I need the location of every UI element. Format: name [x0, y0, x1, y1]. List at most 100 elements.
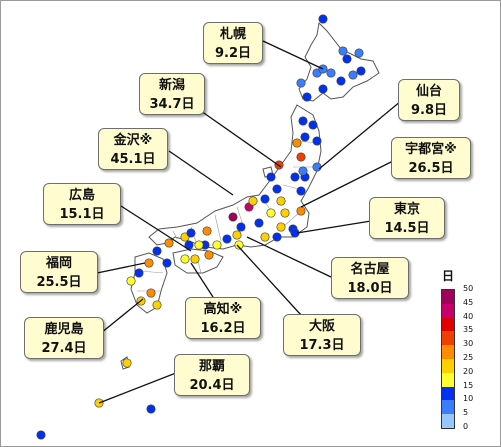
callout-hiroshima-name: 広島	[68, 188, 95, 203]
station-marker	[222, 234, 232, 244]
color-scale-segment	[442, 331, 454, 346]
station-marker	[272, 184, 282, 194]
callout-nagoya-value: 18.0日	[347, 281, 393, 296]
station-marker	[354, 48, 364, 58]
color-scale-bar	[441, 289, 455, 429]
callout-sapporo-name: 札幌	[219, 27, 246, 42]
callout-nagoya-name: 名古屋	[350, 262, 390, 277]
callout-leader-line	[318, 100, 402, 170]
station-marker	[266, 172, 276, 182]
callout-leader-line	[262, 40, 324, 70]
station-marker	[290, 172, 300, 182]
station-marker	[298, 166, 308, 176]
callout-leader-line	[98, 370, 182, 404]
callout-kagoshima-name: 鹿児島	[44, 322, 84, 337]
callout-kanazawa-value: 45.1日	[110, 152, 156, 167]
color-scale-tick-label: 50	[463, 284, 474, 293]
station-marker	[190, 254, 200, 264]
station-marker	[326, 68, 336, 78]
station-marker	[312, 136, 322, 146]
station-marker	[276, 222, 286, 232]
station-marker	[232, 230, 242, 240]
callout-osaka-value: 17.3日	[299, 338, 345, 353]
station-marker	[348, 70, 358, 80]
station-marker	[298, 116, 308, 126]
station-marker	[260, 194, 270, 204]
station-marker	[122, 358, 132, 368]
callout-kanazawa-name: 金沢※	[113, 133, 153, 148]
callout-naha: 那覇 20.4日	[174, 354, 250, 396]
station-marker	[280, 208, 290, 218]
color-scale-tick-label: 25	[463, 353, 474, 362]
color-scale-tick-label: 45	[463, 297, 474, 307]
callout-leader-line	[168, 150, 234, 196]
callout-tokyo: 東京 14.5日	[369, 197, 445, 239]
callout-kagoshima: 鹿児島 27.4日	[24, 317, 104, 359]
station-marker	[296, 152, 306, 162]
callout-hiroshima-value: 15.1日	[59, 207, 105, 222]
callout-kanazawa: 金沢※ 45.1日	[98, 128, 168, 170]
callout-sendai-value: 9.8日	[410, 103, 448, 118]
callout-leader-line	[190, 262, 214, 298]
callout-leader-line	[236, 244, 302, 316]
color-scale-segment	[442, 303, 454, 318]
station-marker	[254, 218, 264, 228]
callout-sendai: 仙台 9.8日	[398, 79, 460, 121]
callout-nagoya: 名古屋 18.0日	[331, 257, 409, 299]
station-marker	[164, 238, 174, 248]
color-scale-segment	[442, 372, 454, 387]
station-marker	[296, 78, 306, 88]
callout-leaders	[96, 40, 402, 404]
callout-kochi-value: 16.2日	[200, 321, 246, 336]
station-marker	[152, 300, 162, 310]
station-marker	[186, 228, 196, 238]
color-scale-segment	[442, 317, 454, 332]
station-marker	[312, 162, 322, 172]
callout-kochi: 高知※ 16.2日	[185, 297, 261, 339]
station-marker	[296, 206, 306, 216]
color-scale-segment	[442, 359, 454, 374]
callout-fukuoka: 福岡 25.5日	[20, 251, 98, 293]
station-marker	[292, 138, 302, 148]
callout-utsunomiya-value: 26.5日	[408, 161, 454, 176]
station-marker	[180, 254, 190, 264]
station-marker	[272, 232, 282, 242]
callout-kagoshima-value: 27.4日	[41, 341, 87, 356]
station-marker	[146, 404, 156, 414]
color-scale-tick-label: 35	[463, 325, 474, 335]
station-marker	[204, 250, 214, 260]
station-marker	[260, 232, 270, 242]
station-marker	[318, 84, 328, 94]
callout-naha-name: 那覇	[198, 359, 225, 374]
callout-tokyo-name: 東京	[393, 202, 420, 217]
station-marker	[248, 196, 258, 206]
callout-leader-line	[100, 298, 144, 334]
callout-naha-value: 20.4日	[189, 378, 235, 393]
station-marker	[228, 212, 238, 222]
color-scale-tick-label: 10	[463, 394, 474, 404]
callout-hiroshima: 広島 15.1日	[43, 183, 121, 225]
station-marker	[212, 240, 222, 250]
legend-title: 日	[442, 269, 455, 283]
station-marker	[338, 46, 348, 56]
callout-osaka-name: 大阪	[308, 319, 335, 334]
station-marker	[356, 66, 366, 76]
callout-tokyo-value: 14.5日	[384, 221, 430, 236]
color-scale-tick-label: 5	[463, 408, 469, 418]
callout-leader-line	[120, 205, 192, 252]
color-scale-segment	[442, 386, 454, 401]
station-marker	[336, 76, 346, 86]
station-marker	[134, 268, 144, 278]
station-marker	[144, 258, 154, 268]
callout-fukuoka-name: 福岡	[45, 256, 72, 271]
station-marker	[302, 92, 312, 102]
station-marker	[236, 222, 246, 232]
callout-osaka: 大阪 17.3日	[283, 314, 361, 356]
callout-leader-line	[96, 262, 146, 274]
station-marker	[308, 120, 318, 130]
callout-niigata-value: 34.7日	[149, 97, 195, 112]
callout-niigata: 新潟 34.7日	[139, 73, 205, 115]
station-marker	[266, 208, 276, 218]
